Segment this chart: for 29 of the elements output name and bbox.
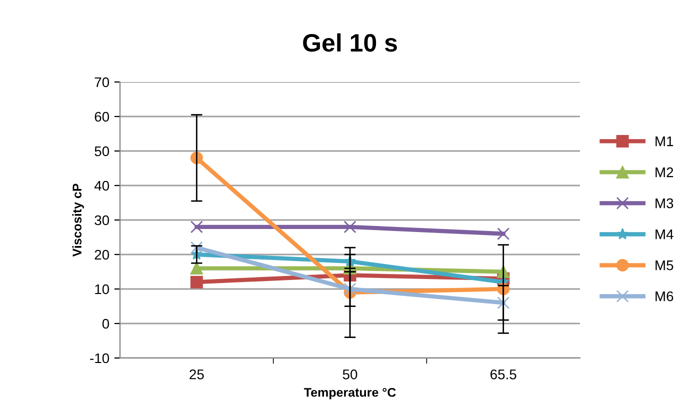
- y-tick-label: 50: [94, 146, 110, 156]
- point: [497, 228, 510, 240]
- y-tick-label: 10: [95, 284, 110, 294]
- x-tick-label: 25: [190, 369, 204, 380]
- legend-label: M1: [656, 136, 674, 146]
- point: [497, 296, 510, 310]
- y-tick-label: 60: [94, 112, 110, 122]
- y-tick-label: 0: [102, 318, 110, 329]
- y-tick-label: 20: [94, 250, 110, 260]
- y-tick-label: -10: [90, 353, 110, 364]
- point: [190, 241, 203, 254]
- legend-label: M2: [656, 167, 674, 178]
- point: [344, 282, 356, 296]
- y-tick-label: 30: [94, 215, 110, 226]
- point: [190, 262, 203, 275]
- legend-label: M3: [656, 198, 674, 208]
- legend-label: M6: [656, 291, 674, 302]
- legend-label: M4: [656, 230, 674, 240]
- point: [190, 276, 203, 288]
- point: [344, 220, 356, 234]
- y-axis-title: Viscosity cP: [72, 184, 84, 257]
- x-tick-label: 50: [342, 369, 358, 380]
- y-tick-label: 70: [94, 77, 110, 88]
- point: [190, 220, 203, 234]
- x-tick-label: 65.5: [490, 369, 516, 380]
- y-tick-label: 40: [94, 180, 110, 191]
- legend-label: M5: [656, 260, 674, 270]
- x-axis-title: Temperature °C: [304, 388, 396, 400]
- chart-title: Gel 10 s: [303, 33, 397, 52]
